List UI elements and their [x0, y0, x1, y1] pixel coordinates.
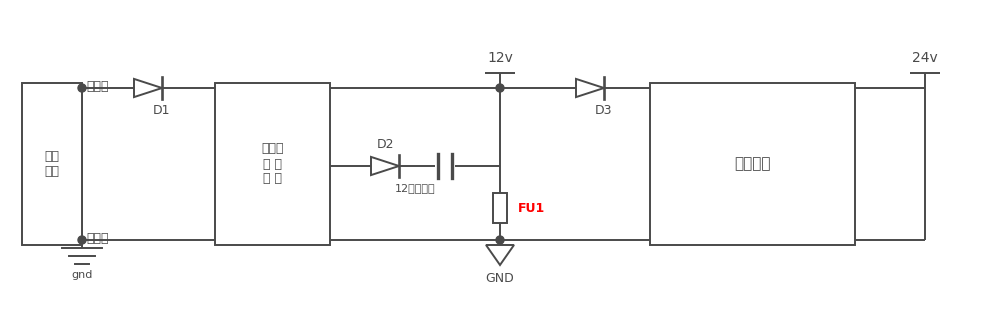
Circle shape: [78, 236, 86, 244]
Text: 光伏＋: 光伏＋: [86, 79, 108, 93]
Bar: [650, 83, 855, 245]
Text: D2: D2: [377, 138, 394, 151]
Text: 充放电
管 理
模 块: 充放电 管 理 模 块: [261, 142, 284, 186]
Circle shape: [78, 84, 86, 92]
Text: FU1: FU1: [518, 202, 545, 215]
Text: 24v: 24v: [912, 51, 938, 65]
Bar: [22, 83, 82, 245]
Text: 12ｖ蓄电池: 12ｖ蓄电池: [395, 183, 435, 193]
Text: D1: D1: [153, 104, 170, 117]
Text: 升压模块: 升压模块: [734, 157, 771, 171]
Text: gnd: gnd: [71, 270, 93, 280]
Text: GND: GND: [486, 272, 514, 284]
Text: 光伏
阵列: 光伏 阵列: [44, 150, 60, 178]
Circle shape: [496, 236, 504, 244]
Text: 12v: 12v: [487, 51, 513, 65]
Bar: [215, 83, 330, 245]
Text: D3: D3: [595, 104, 612, 117]
Bar: [493, 193, 507, 223]
Text: 光伏－: 光伏－: [86, 232, 108, 244]
Circle shape: [496, 84, 504, 92]
